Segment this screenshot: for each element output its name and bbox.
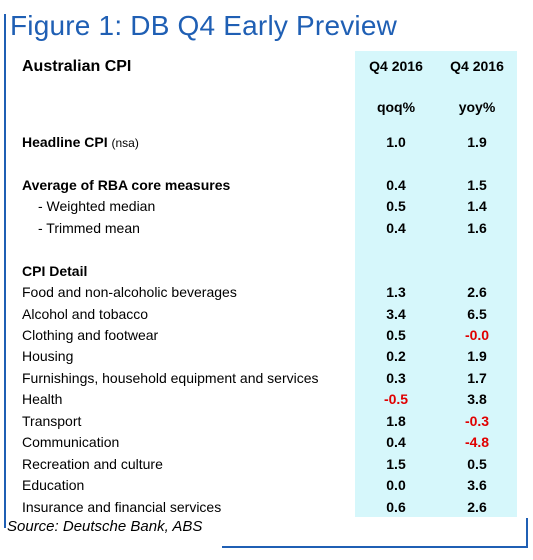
row-label-text: Headline CPI [22,134,108,150]
column-header-yoy-period: Q4 2016 [450,58,504,74]
row-label-text: CPI Detail [22,263,88,279]
row-value-qoq: 0.4 [386,220,406,236]
table-row: Headline CPI (nsa) 1.0 1.9 [22,134,522,154]
row-value-qoq: 1.3 [386,284,406,300]
row-label-text: Average of RBA core measures [22,177,231,193]
row-label: - Trimmed mean [38,220,140,236]
row-value-yoy: 1.7 [467,370,487,386]
table-row: Recreation and culture 1.5 0.5 [22,456,522,476]
row-label-text: Housing [22,348,74,364]
frame-bottom-rule [222,546,528,548]
row-value-yoy: 1.9 [467,348,487,364]
table-row: Clothing and footwear 0.5 -0.0 [22,327,522,347]
row-label-note: (nsa) [111,136,139,150]
row-value-yoy: 1.5 [467,177,487,193]
column-unit-yoy: yoy% [458,99,496,115]
row-label: Average of RBA core measures [22,177,230,193]
row-value-qoq: 3.4 [386,306,406,322]
row-label: Communication [22,434,119,450]
row-label: Insurance and financial services [22,499,221,515]
row-value-yoy: 2.6 [467,499,487,515]
row-value-yoy: 3.6 [467,477,487,493]
frame-right-rule [526,518,528,548]
column-unit-qoq: qoq% [376,99,416,115]
row-label-text: - Trimmed mean [38,220,140,236]
row-value-yoy: 6.5 [467,306,487,322]
table-row: Housing 0.2 1.9 [22,348,522,368]
row-label: Furnishings, household equipment and ser… [22,370,319,386]
table-subtitle: Australian CPI [22,58,132,75]
row-value-yoy: 2.6 [467,284,487,300]
table-row: Education 0.0 3.6 [22,477,522,497]
row-label: Transport [22,413,81,429]
row-value-yoy: -4.8 [464,434,490,450]
row-value-yoy: 1.4 [467,198,487,214]
table-row: Food and non-alcoholic beverages 1.3 2.6 [22,284,522,304]
row-label-text: Transport [22,413,82,429]
row-value-yoy: 1.6 [467,220,487,236]
row-label-text: Health [22,391,63,407]
row-value-qoq: 0.4 [386,434,406,450]
row-label-text: Recreation and culture [22,456,163,472]
row-value-qoq: 0.0 [386,477,406,493]
row-label-text: Furnishings, household equipment and ser… [22,370,319,386]
row-value-qoq: 0.5 [386,327,406,343]
figure-title: Figure 1: DB Q4 Early Preview [10,10,398,41]
row-value-qoq: 0.5 [386,198,406,214]
table-row: - Trimmed mean 0.4 1.6 [22,220,522,240]
row-label: Clothing and footwear [22,327,158,343]
row-value-qoq: -0.5 [383,391,409,407]
row-label: Food and non-alcoholic beverages [22,284,237,300]
row-label-text: Clothing and footwear [22,327,159,343]
row-label: Education [22,477,84,493]
row-label-text: - Weighted median [38,198,156,214]
row-value-qoq: 1.5 [386,456,406,472]
frame-left-rule [4,14,6,528]
row-value-yoy: 3.8 [467,391,487,407]
row-value-yoy: 0.5 [467,456,487,472]
table-row: Furnishings, household equipment and ser… [22,370,522,390]
row-value-qoq: 0.2 [386,348,406,364]
row-value-yoy: -0.0 [464,327,490,343]
table-row: Alcohol and tobacco 3.4 6.5 [22,306,522,326]
column-header-qoq-period: Q4 2016 [369,58,423,74]
row-label-text: Insurance and financial services [22,499,222,515]
row-value-yoy: -0.3 [464,413,490,429]
table-row: - Weighted median 0.5 1.4 [22,198,522,218]
row-value-qoq: 1.0 [386,134,406,150]
row-label: Housing [22,348,73,364]
row-label-text: Food and non-alcoholic beverages [22,284,237,300]
table-row: Transport 1.8 -0.3 [22,413,522,433]
table-row: Health -0.5 3.8 [22,391,522,411]
table-row: Insurance and financial services 0.6 2.6 [22,499,522,519]
table-row: Average of RBA core measures 0.4 1.5 [22,177,522,197]
data-column-shading [355,51,517,517]
row-label: CPI Detail [22,263,87,279]
row-label-text: Education [22,477,85,493]
row-value-qoq: 1.8 [386,413,406,429]
row-label: - Weighted median [38,198,155,214]
row-label: Alcohol and tobacco [22,306,148,322]
row-label: Recreation and culture [22,456,163,472]
row-value-qoq: 0.6 [386,499,406,515]
table-row: Communication 0.4 -4.8 [22,434,522,454]
row-label: Health [22,391,62,407]
row-value-qoq: 0.3 [386,370,406,386]
row-label-text: Alcohol and tobacco [22,306,149,322]
row-label: Headline CPI (nsa) [22,134,139,150]
row-label-text: Communication [22,434,120,450]
row-value-yoy: 1.9 [467,134,487,150]
row-value-qoq: 0.4 [386,177,406,193]
source-note: Source: Deutsche Bank, ABS [7,518,203,535]
table-row: CPI Detail [22,263,522,283]
